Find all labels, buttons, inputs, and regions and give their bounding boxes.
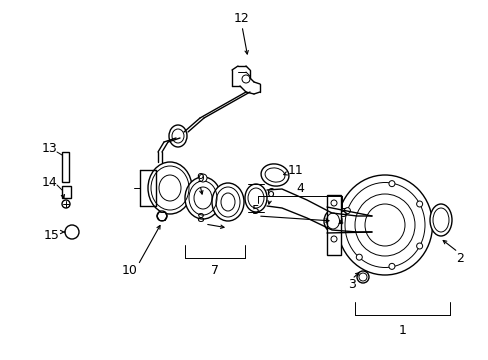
Text: 15: 15 bbox=[44, 229, 60, 242]
Ellipse shape bbox=[148, 162, 192, 214]
Bar bbox=[326, 195, 340, 255]
Text: 4: 4 bbox=[295, 181, 304, 194]
Text: 10: 10 bbox=[122, 264, 138, 276]
Circle shape bbox=[356, 271, 368, 283]
Text: 11: 11 bbox=[287, 163, 303, 176]
Circle shape bbox=[388, 264, 394, 269]
Circle shape bbox=[388, 181, 394, 186]
Text: 12: 12 bbox=[234, 12, 249, 24]
Text: 8: 8 bbox=[196, 212, 203, 225]
Ellipse shape bbox=[169, 125, 186, 147]
Ellipse shape bbox=[324, 210, 341, 232]
Bar bbox=[62, 186, 71, 198]
Text: 6: 6 bbox=[265, 186, 273, 199]
Text: 5: 5 bbox=[339, 207, 347, 220]
Circle shape bbox=[199, 174, 206, 182]
Circle shape bbox=[157, 211, 167, 221]
Ellipse shape bbox=[429, 204, 451, 236]
Ellipse shape bbox=[184, 177, 221, 219]
Circle shape bbox=[330, 236, 336, 242]
Ellipse shape bbox=[62, 200, 70, 208]
Text: 5: 5 bbox=[251, 203, 260, 216]
Text: 1: 1 bbox=[398, 324, 406, 337]
Bar bbox=[62, 152, 69, 182]
Circle shape bbox=[344, 208, 350, 213]
Text: 2: 2 bbox=[455, 252, 463, 265]
Circle shape bbox=[416, 243, 422, 249]
Text: 3: 3 bbox=[347, 279, 355, 292]
Text: 7: 7 bbox=[210, 264, 219, 276]
Ellipse shape bbox=[244, 184, 266, 212]
Ellipse shape bbox=[212, 183, 244, 221]
Text: 13: 13 bbox=[42, 141, 58, 154]
Ellipse shape bbox=[368, 216, 374, 232]
Text: 9: 9 bbox=[196, 171, 203, 185]
Circle shape bbox=[356, 254, 362, 260]
Circle shape bbox=[416, 201, 422, 207]
Text: 14: 14 bbox=[42, 176, 58, 189]
Ellipse shape bbox=[337, 175, 431, 275]
Circle shape bbox=[330, 200, 336, 206]
Ellipse shape bbox=[261, 164, 288, 186]
